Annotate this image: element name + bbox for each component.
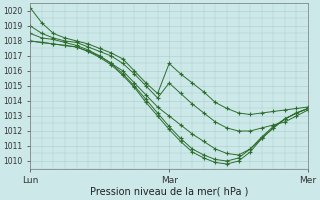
X-axis label: Pression niveau de la mer( hPa ): Pression niveau de la mer( hPa ): [90, 187, 248, 197]
